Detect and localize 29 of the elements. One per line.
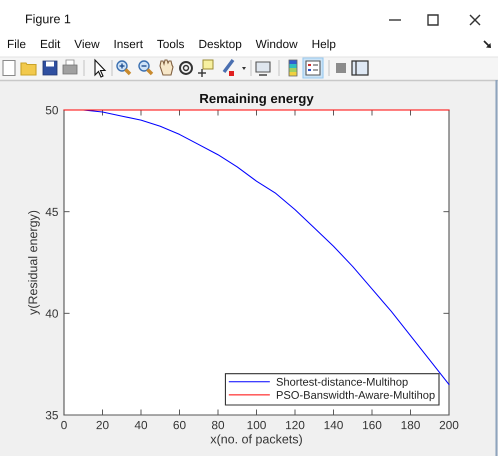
x-tick-label: 140: [324, 420, 343, 430]
text: Tools: [157, 40, 184, 48]
text: Desktop: [199, 40, 242, 50]
text: Insert: [114, 40, 143, 48]
text: File: [8, 40, 26, 48]
x-tick-label: 200: [440, 420, 458, 430]
y-tick-label: 35: [46, 411, 58, 420]
x-tick-label: 160: [363, 420, 382, 430]
y-tick-label: 40: [46, 309, 58, 318]
y-tick-label: 45: [46, 208, 58, 216]
text: Window: [256, 40, 298, 48]
x-tick-label: 20: [96, 420, 109, 430]
x-tick-label: 40: [134, 420, 148, 430]
x-tick-label: 80: [212, 420, 224, 430]
y-axis-title: y(Residual energy): [28, 210, 40, 315]
x-tick-label: 100: [248, 420, 266, 430]
legend-label: PSO-Banswidth-Aware-Multihop: [276, 390, 435, 402]
x-tick-label: 120: [286, 420, 304, 430]
legend-label: Shortest-distance-Multihop: [276, 378, 408, 388]
text: Edit: [40, 40, 60, 48]
x-tick-label: 180: [402, 420, 420, 430]
y-tick-label: 50: [46, 106, 58, 114]
x-tick-label: 60: [174, 420, 186, 430]
x-axis-title: x(no. of packets): [210, 434, 302, 446]
chart-title: Remaining energy: [200, 93, 314, 106]
caption: Figure 1: [26, 14, 70, 26]
text: Help: [312, 40, 336, 50]
text: View: [74, 40, 100, 48]
x-tick-label: 0: [61, 420, 67, 430]
